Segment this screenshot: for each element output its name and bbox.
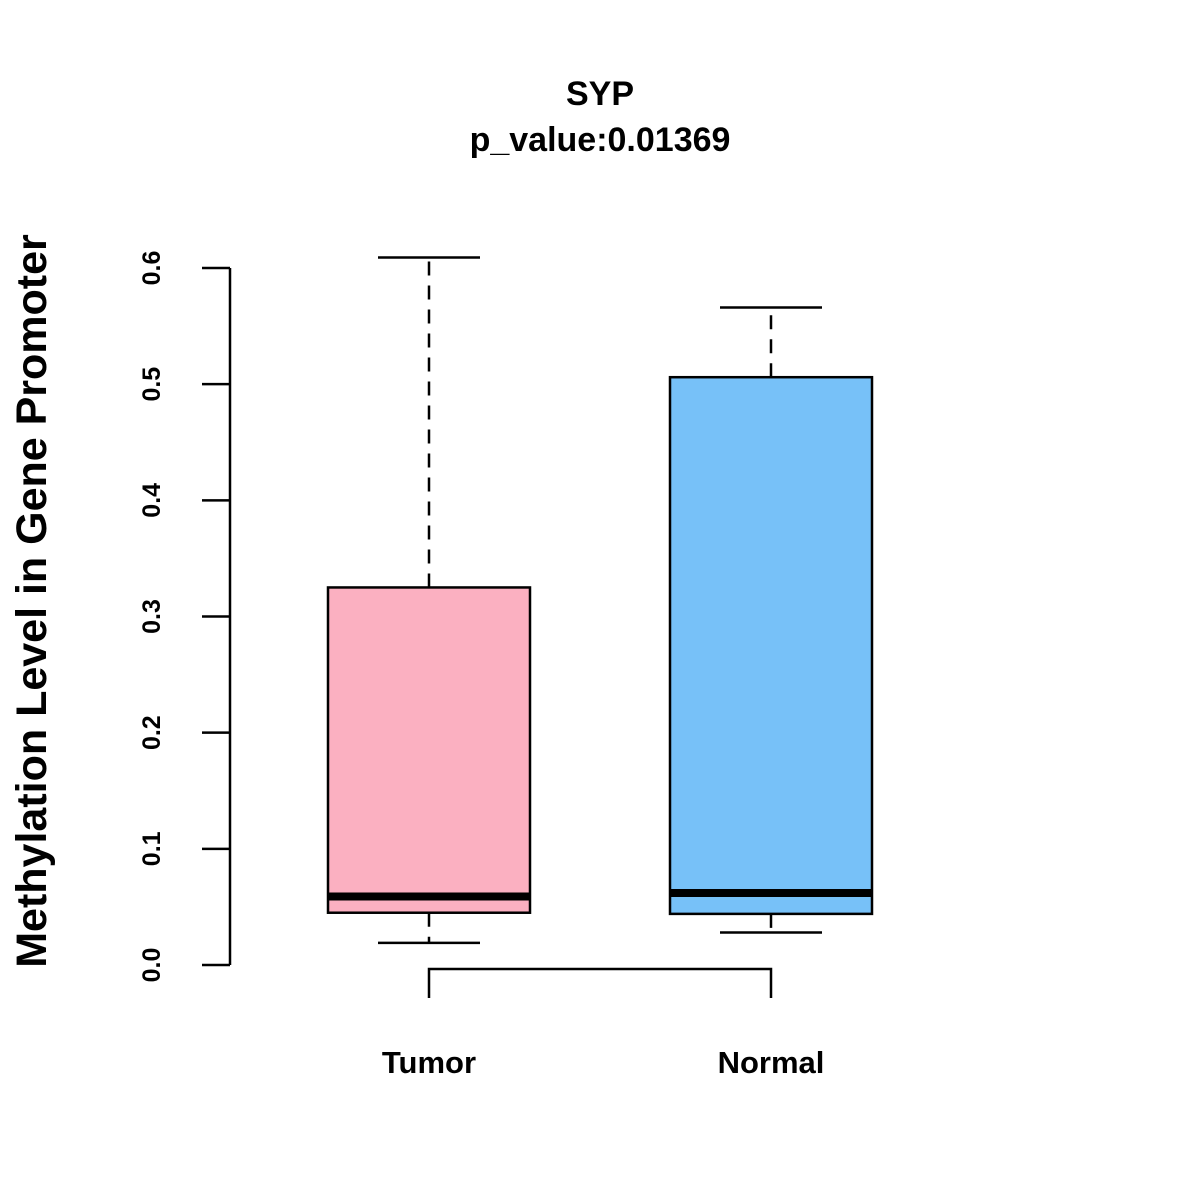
box-rect (326, 586, 532, 914)
y-axis-title: Methylation Level in Gene Promoter (8, 234, 56, 968)
y-tick-label: 0.4 (138, 483, 166, 518)
x-axis-labels: Tumor Normal (382, 1045, 824, 1080)
box-normal (668, 306, 874, 934)
chart-title: SYP (566, 75, 634, 113)
y-tick-label: 0.2 (138, 715, 166, 750)
y-tick-label: 0.1 (138, 831, 166, 866)
y-tick-label: 0.6 (138, 251, 166, 286)
y-axis: 0.0 0.1 0.2 0.3 0.4 0.5 0.6 (138, 251, 232, 983)
box-tumor (326, 256, 532, 945)
y-tick-label: 0.0 (138, 948, 166, 983)
chart-subtitle: p_value:0.01369 (470, 121, 731, 159)
x-label-normal: Normal (718, 1045, 825, 1080)
y-tick-label: 0.3 (138, 599, 166, 634)
y-tick-label: 0.5 (138, 367, 166, 402)
box-rect (668, 375, 874, 916)
boxes (326, 256, 874, 945)
significance-bracket (427, 967, 773, 998)
significance-bracket-group (427, 967, 773, 998)
x-label-tumor: Tumor (382, 1045, 476, 1080)
